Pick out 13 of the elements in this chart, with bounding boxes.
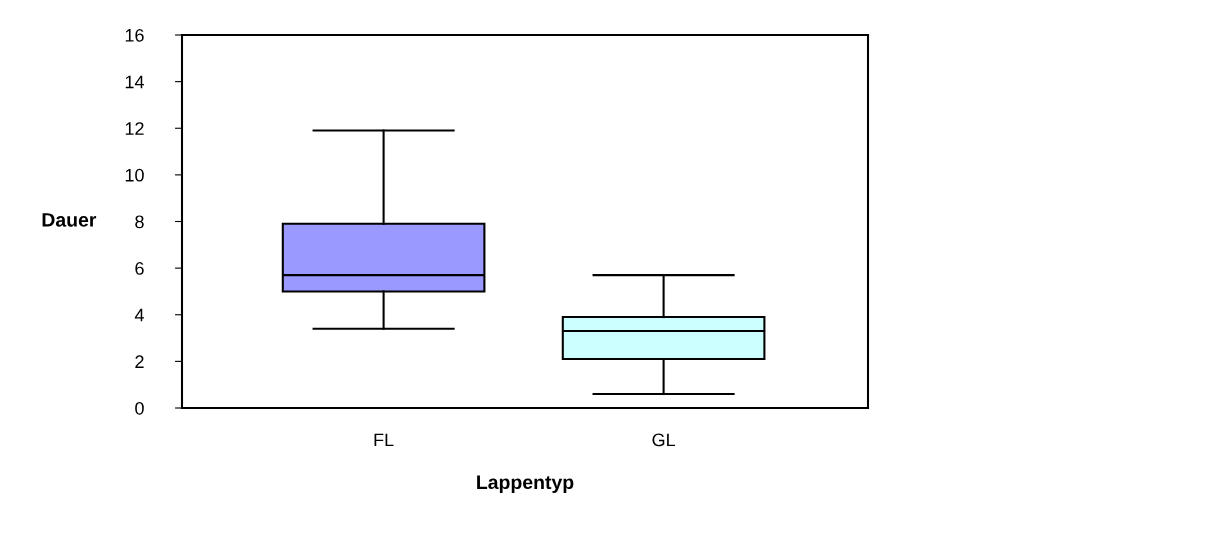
y-tick-label: 0 <box>135 401 144 415</box>
y-tick-label: 4 <box>134 308 144 322</box>
y-tick-label: 12 <box>125 122 144 135</box>
x-axis-title: Lappentyp <box>477 475 574 493</box>
y-tick-label: 2 <box>135 355 144 368</box>
y-tick-label: 8 <box>135 215 144 229</box>
y-tick-label: 14 <box>125 75 144 89</box>
x-tick-label: GL <box>652 433 676 447</box>
y-tick-label: 10 <box>125 168 144 182</box>
y-tick-label: 6 <box>135 262 144 275</box>
y-tick-label: 16 <box>125 28 144 42</box>
y-axis-title: Dauer <box>42 213 97 227</box>
x-tick-label: FL <box>374 433 394 447</box>
